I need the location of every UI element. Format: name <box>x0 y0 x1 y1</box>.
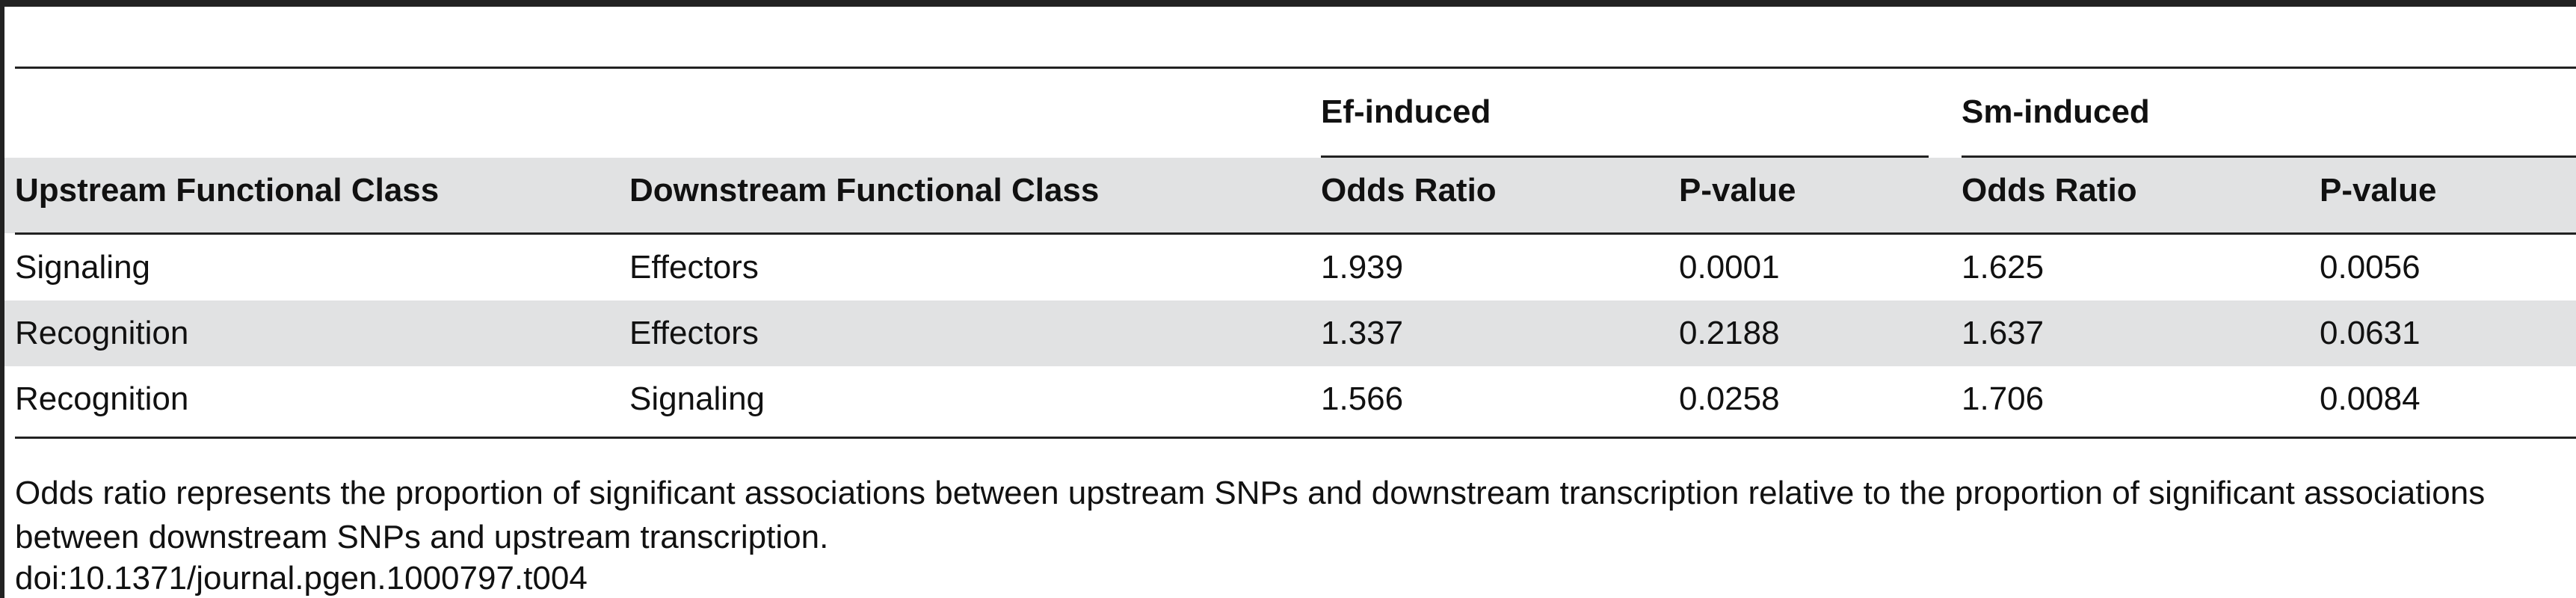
table-top-rule <box>15 67 2576 69</box>
group-header: Ef-induced <box>1321 93 1491 130</box>
table-bottom-rule <box>15 437 2576 439</box>
cell: Signaling <box>629 380 765 417</box>
cell: Effectors <box>629 249 759 286</box>
cell: 0.0084 <box>2320 380 2421 417</box>
cell: Signaling <box>15 249 151 286</box>
group-rule <box>1321 155 1929 158</box>
column-header: P-value <box>2320 172 2437 209</box>
cell: 1.706 <box>1962 380 2045 417</box>
cell: 1.566 <box>1321 380 1404 417</box>
column-header: Odds Ratio <box>1962 172 2137 209</box>
cell: 1.939 <box>1321 249 1404 286</box>
cell: 0.0001 <box>1679 249 1780 286</box>
header-rule <box>15 232 2576 235</box>
cell: Recognition <box>15 380 189 417</box>
cell: Effectors <box>629 315 759 351</box>
top-bar <box>0 0 2576 7</box>
column-header: Odds Ratio <box>1321 172 1497 209</box>
row-background <box>4 300 2576 366</box>
doi: doi:10.1371/journal.pgen.1000797.t004 <box>15 560 588 597</box>
header-background <box>4 158 2576 233</box>
footnote: Odds ratio represents the proportion of … <box>15 475 2486 555</box>
group-header: Sm-induced <box>1962 93 2150 130</box>
cell: 0.0056 <box>2320 249 2421 286</box>
group-rule <box>1962 155 2576 158</box>
column-header: Downstream Functional Class <box>629 172 1100 209</box>
column-header: P-value <box>1679 172 1796 209</box>
cell: 0.2188 <box>1679 315 1780 351</box>
left-bar <box>0 0 4 598</box>
cell: 1.625 <box>1962 249 2045 286</box>
column-header: Upstream Functional Class <box>15 172 440 209</box>
cell: 1.637 <box>1962 315 2045 351</box>
cell: 0.0631 <box>2320 315 2421 351</box>
cell: Recognition <box>15 315 189 351</box>
cell: 1.337 <box>1321 315 1404 351</box>
cell: 0.0258 <box>1679 380 1780 417</box>
